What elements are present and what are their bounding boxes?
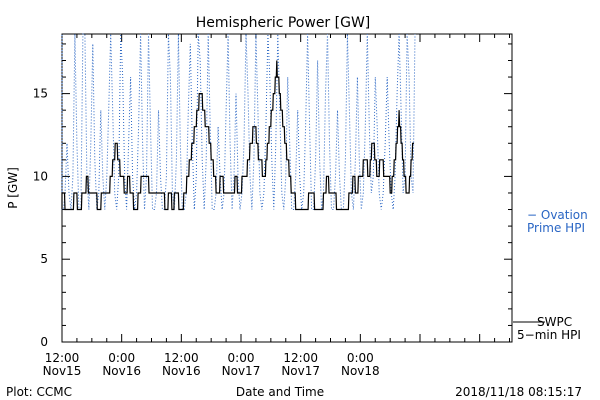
x-tick-label-time: 12:00 [45, 351, 80, 365]
series-ovation-prime-hpi [61, 33, 416, 210]
y-tick-label: 0 [40, 335, 48, 349]
series-label-ovation-line1: − Ovation [527, 208, 588, 222]
x-tick-label-time: 0:00 [228, 351, 255, 365]
x-axis: 12:00Nov150:00Nov1612:00Nov160:00Nov1712… [43, 34, 511, 378]
y-tick-label: 5 [40, 252, 48, 266]
x-tick-label-time: 0:00 [347, 351, 374, 365]
series-layer [61, 33, 416, 211]
y-axis-label: P [GW] [6, 167, 20, 209]
plot-credit: Plot: CCMC [6, 385, 72, 399]
series-label-swpc-line1: SWPC [537, 315, 572, 329]
x-tick-label-date: Nov16 [162, 364, 201, 378]
x-tick-label-date: Nov15 [43, 364, 82, 378]
x-tick-label-time: 12:00 [164, 351, 199, 365]
y-axis: 0 5 10 15 [33, 43, 512, 349]
x-tick-label-date: Nov18 [341, 364, 380, 378]
y-tick-label: 10 [33, 169, 48, 183]
timestamp: 2018/11/18 08:15:17 [455, 385, 582, 399]
x-tick-label-time: 0:00 [108, 351, 135, 365]
x-tick-label-date: Nov17 [281, 364, 320, 378]
series-label-ovation-line2: Prime HPI [527, 221, 585, 235]
x-axis-label: Date and Time [236, 385, 324, 399]
x-tick-label-time: 12:00 [283, 351, 318, 365]
series-label-swpc-line2: 5−min HPI [517, 328, 581, 342]
series-swpc-hpi [61, 60, 414, 211]
y-tick-label: 15 [33, 87, 48, 101]
chart-title: Hemispheric Power [GW] [196, 15, 371, 31]
x-tick-label-date: Nov17 [222, 364, 261, 378]
x-tick-label-date: Nov16 [102, 364, 141, 378]
